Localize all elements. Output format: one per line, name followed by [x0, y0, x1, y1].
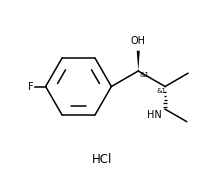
Polygon shape	[137, 51, 140, 71]
Text: OH: OH	[131, 37, 146, 47]
Text: &1: &1	[140, 72, 149, 78]
Text: F: F	[28, 81, 34, 92]
Text: HCl: HCl	[92, 153, 113, 166]
Text: HN: HN	[147, 110, 161, 120]
Text: &1: &1	[157, 88, 167, 94]
